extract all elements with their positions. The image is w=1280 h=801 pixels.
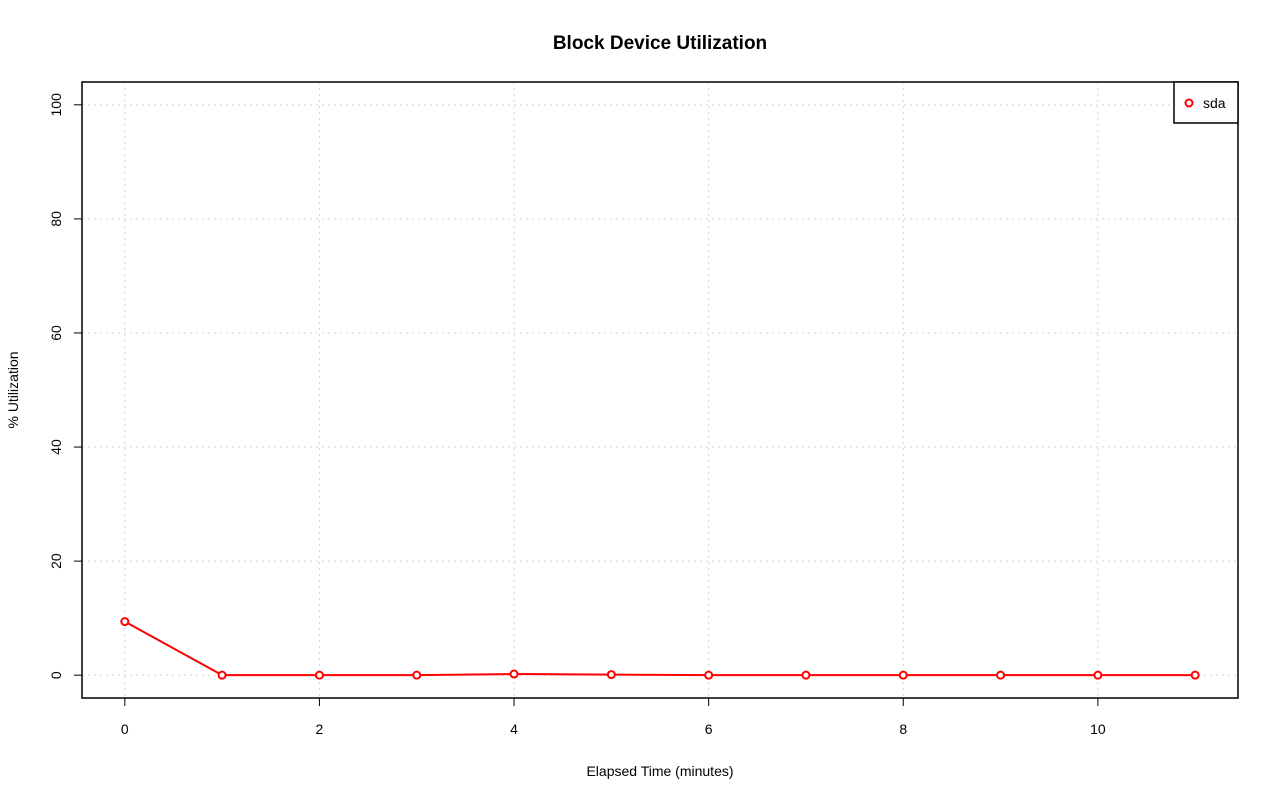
plot-frame [81,81,1239,699]
data-point [606,670,616,680]
y-tick-label: 60 [48,325,64,341]
y-tick-label: 40 [48,439,64,455]
x-tick-label: 4 [510,721,518,737]
x-tick-label: 0 [121,721,129,737]
data-point [120,617,130,627]
chart-title: Block Device Utilization [553,33,767,54]
data-point [801,670,811,680]
data-point [898,670,908,680]
x-axis-label: Elapsed Time (minutes) [586,763,733,779]
data-point [1093,670,1103,680]
data-point [1190,670,1200,680]
data-point [217,670,227,680]
y-axis-label: % Utilization [5,351,21,428]
data-point [509,669,519,679]
x-tick-label: 6 [705,721,713,737]
x-tick-label: 10 [1090,721,1106,737]
y-tick-label: 0 [48,671,64,679]
y-tick-label: 80 [48,211,64,227]
y-tick-label: 100 [48,93,64,117]
data-point [996,670,1006,680]
x-tick-label: 2 [316,721,324,737]
y-tick-label: 20 [48,553,64,569]
legend-marker [1184,98,1194,108]
data-point [704,670,714,680]
legend-label: sda [1203,95,1226,111]
data-point [412,670,422,680]
x-tick-label: 8 [899,721,907,737]
data-point [314,670,324,680]
series-line [124,620,1196,677]
